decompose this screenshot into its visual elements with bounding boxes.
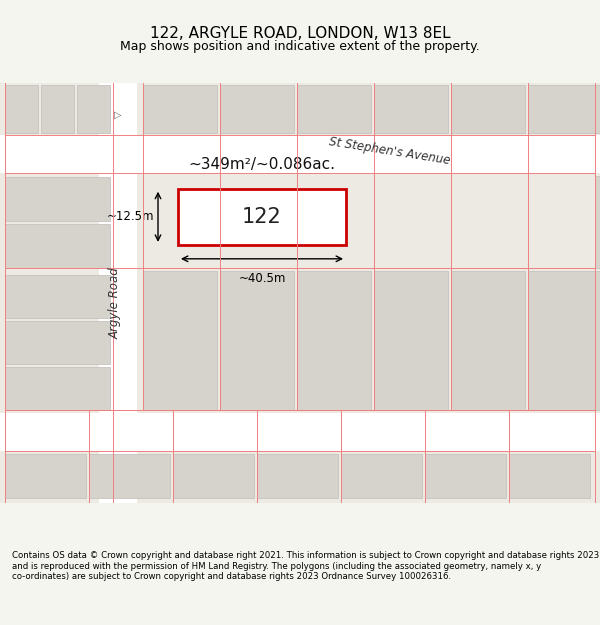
Bar [5, 454, 86, 498]
Bar [374, 85, 448, 132]
Text: Argyle Road: Argyle Road [109, 267, 121, 339]
Bar [374, 271, 448, 410]
Bar [0, 135, 600, 172]
Bar [341, 454, 422, 498]
Text: St Stephen's Avenue: St Stephen's Avenue [328, 135, 452, 167]
Text: ~349m²/~0.086ac.: ~349m²/~0.086ac. [188, 158, 335, 172]
Bar [451, 271, 525, 410]
Text: ~40.5m: ~40.5m [238, 272, 286, 285]
Text: 122, ARGYLE ROAD, LONDON, W13 8EL: 122, ARGYLE ROAD, LONDON, W13 8EL [149, 26, 451, 41]
Bar [451, 176, 525, 268]
Bar [143, 176, 217, 268]
Bar [425, 454, 506, 498]
Bar [5, 275, 110, 318]
Bar [5, 177, 110, 221]
Bar [528, 176, 600, 268]
Text: ▷: ▷ [114, 110, 122, 120]
Text: 122: 122 [242, 207, 282, 227]
Bar [5, 224, 110, 268]
Bar [173, 454, 254, 498]
Bar [5, 85, 38, 132]
Bar [0, 412, 600, 451]
Text: ~12.5m: ~12.5m [107, 210, 154, 223]
Bar [143, 85, 217, 132]
Bar [178, 189, 346, 245]
Bar [297, 176, 371, 268]
Bar [509, 454, 590, 498]
Text: Map shows position and indicative extent of the property.: Map shows position and indicative extent… [120, 40, 480, 53]
Bar [89, 454, 170, 498]
Bar [77, 85, 110, 132]
Bar [297, 85, 371, 132]
Bar [99, 82, 137, 502]
Bar [143, 176, 595, 268]
Text: Contains OS data © Crown copyright and database right 2021. This information is : Contains OS data © Crown copyright and d… [12, 551, 599, 581]
Bar [143, 271, 217, 410]
Bar [41, 85, 74, 132]
Bar [220, 85, 294, 132]
Bar [220, 271, 294, 410]
Bar [5, 321, 110, 364]
Bar [451, 85, 525, 132]
Bar [220, 176, 294, 268]
Bar [374, 176, 448, 268]
Bar [257, 454, 338, 498]
Bar [5, 367, 110, 410]
Bar [528, 85, 600, 132]
Bar [297, 271, 371, 410]
Bar [528, 271, 600, 410]
